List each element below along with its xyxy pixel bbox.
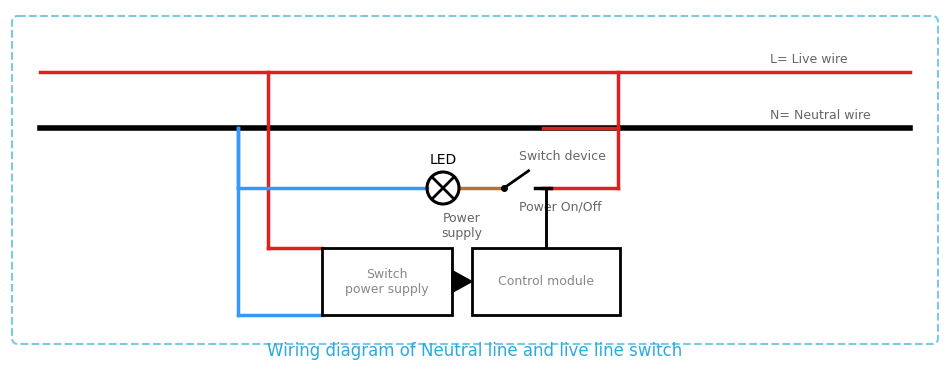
Text: L= Live wire: L= Live wire: [770, 53, 847, 66]
Text: Switch
power supply: Switch power supply: [345, 268, 428, 296]
FancyBboxPatch shape: [322, 248, 452, 315]
Text: Control module: Control module: [498, 275, 594, 288]
Text: Power On/Off: Power On/Off: [519, 200, 601, 213]
Text: Wiring diagram of Neutral line and live line switch: Wiring diagram of Neutral line and live …: [267, 342, 683, 360]
Text: LED: LED: [429, 153, 457, 167]
Polygon shape: [452, 271, 472, 293]
Text: Power
supply: Power supply: [442, 212, 483, 240]
FancyBboxPatch shape: [472, 248, 620, 315]
Text: Switch device: Switch device: [519, 150, 606, 163]
Text: N= Neutral wire: N= Neutral wire: [770, 109, 870, 122]
